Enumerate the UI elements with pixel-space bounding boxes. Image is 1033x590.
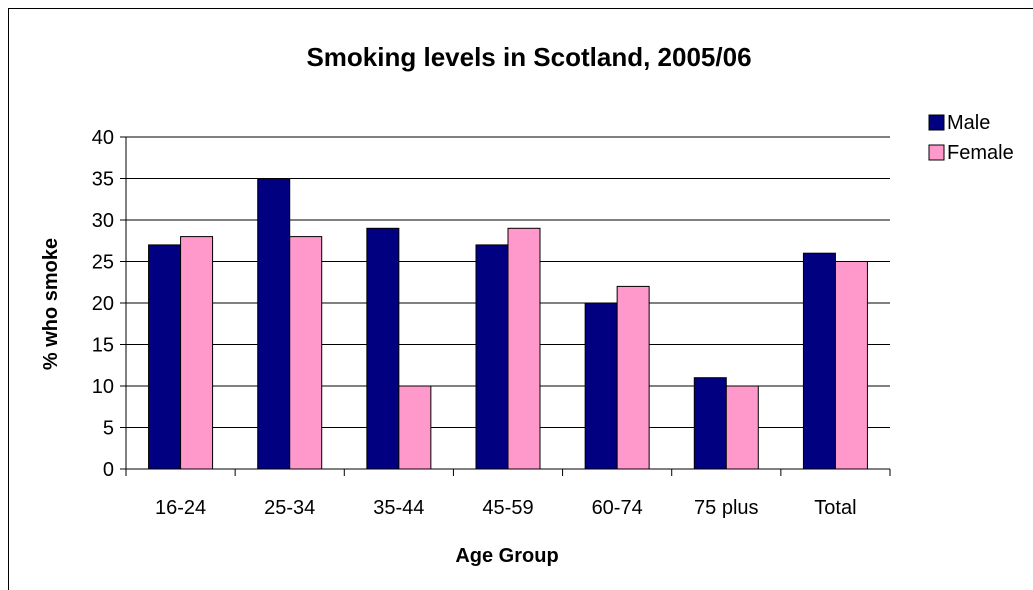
y-tick-label: 10 bbox=[92, 376, 114, 398]
bar-female-16-24 bbox=[180, 236, 214, 470]
bar-male-60-74 bbox=[584, 302, 618, 470]
bar-female-60-74 bbox=[616, 285, 650, 470]
x-tick-label: 35-44 bbox=[373, 497, 424, 519]
legend-label-male: Male bbox=[947, 112, 990, 134]
chart-title: Smoking levels in Scotland, 2005/06 bbox=[306, 42, 751, 72]
y-tick-label: 30 bbox=[92, 210, 114, 232]
bar-female-35-44 bbox=[398, 385, 432, 470]
y-axis-title: % who smoke bbox=[40, 238, 62, 370]
bar-male-16-24 bbox=[148, 244, 182, 470]
y-tick-label: 35 bbox=[92, 169, 114, 191]
legend: Male Female bbox=[928, 112, 1014, 164]
bar-male-45-59 bbox=[475, 244, 509, 470]
x-tick-label: 60-74 bbox=[592, 497, 643, 519]
x-tick-label: 45-59 bbox=[482, 497, 533, 519]
bar-female-total bbox=[834, 261, 868, 470]
y-tick-label: 25 bbox=[92, 252, 114, 274]
bar-male-75-plus bbox=[693, 377, 727, 470]
bars bbox=[148, 178, 868, 470]
x-tick-label: Total bbox=[814, 497, 856, 519]
chart-frame bbox=[8, 8, 1033, 590]
bar-male-total bbox=[802, 252, 836, 470]
y-tick-label: 20 bbox=[92, 293, 114, 315]
y-tick-label: 15 bbox=[92, 335, 114, 357]
y-tick-label: 0 bbox=[103, 459, 114, 481]
x-tick-label: 75 plus bbox=[694, 497, 759, 519]
bar-male-25-34 bbox=[257, 178, 291, 470]
x-tick-label: 25-34 bbox=[264, 497, 315, 519]
bar-male-35-44 bbox=[366, 227, 400, 470]
legend-swatch-male bbox=[928, 114, 945, 131]
bar-female-45-59 bbox=[507, 227, 541, 470]
x-axis-title: Age Group bbox=[455, 545, 558, 567]
bar-female-25-34 bbox=[289, 236, 323, 470]
x-tick-label: 16-24 bbox=[155, 497, 206, 519]
bar-female-75-plus bbox=[725, 385, 759, 470]
x-tick-labels: 16-24 25-34 35-44 45-59 60-74 75 plus Total bbox=[155, 497, 857, 519]
y-tick-labels: 0 5 10 15 20 25 30 35 40 bbox=[92, 127, 114, 481]
y-tick-label: 40 bbox=[92, 127, 114, 149]
legend-label-female: Female bbox=[947, 142, 1014, 164]
axes bbox=[120, 136, 891, 476]
legend-swatch-female bbox=[928, 144, 945, 161]
y-tick-label: 5 bbox=[103, 418, 114, 440]
